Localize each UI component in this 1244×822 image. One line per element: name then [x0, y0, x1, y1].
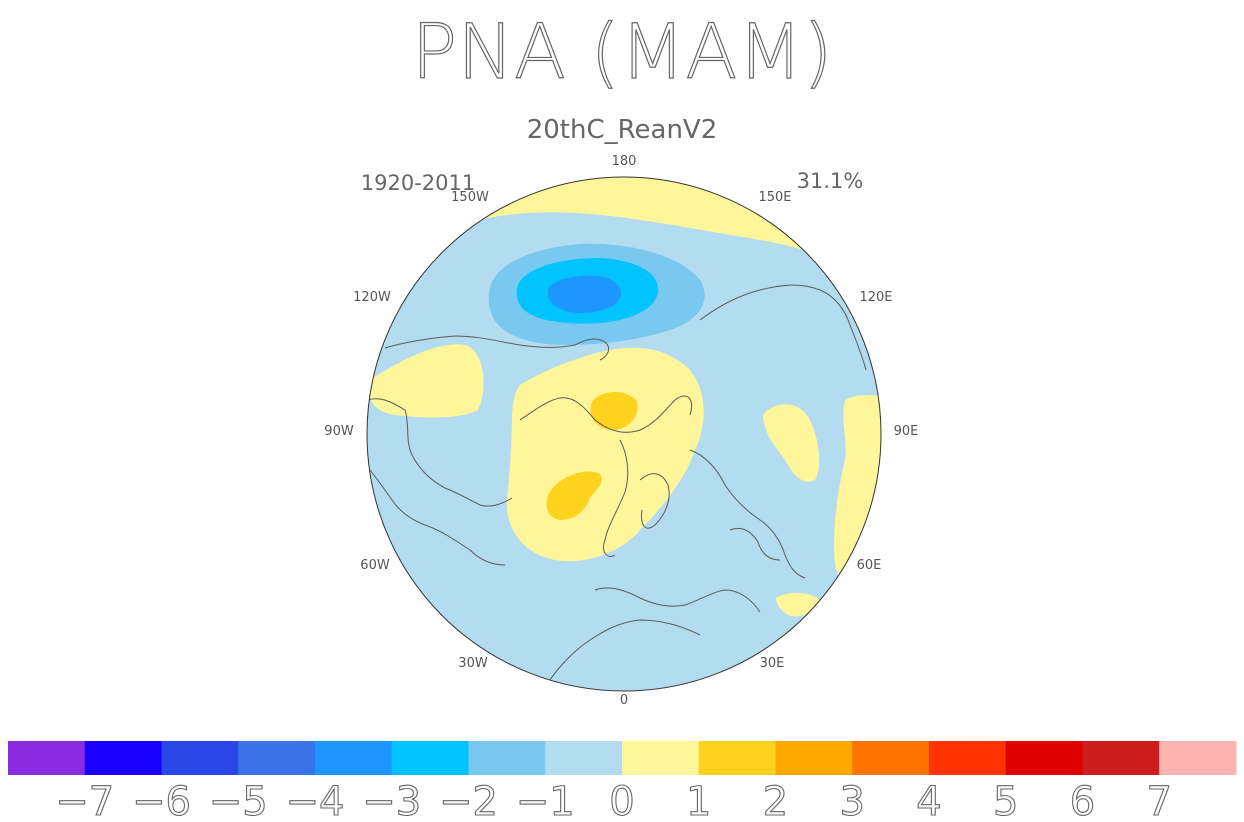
colorbar-swatch: [391, 741, 469, 775]
lon-label-150e: 150E: [758, 190, 791, 205]
colorbar-tick-label: 3: [840, 779, 865, 822]
lon-label-30w: 30W: [458, 656, 488, 671]
coastline-hudson-bay: [367, 398, 513, 507]
colorbar-swatch: [1159, 741, 1237, 775]
coastline-caspian: [729, 527, 781, 561]
colorbar-swatch: [775, 741, 853, 775]
colorbar-tick-label: 4: [916, 779, 941, 822]
colorbar-swatch: [622, 741, 700, 775]
lon-label-60e: 60E: [857, 558, 882, 573]
coastline-us-east: [369, 469, 506, 566]
colorbar-tick-label: 1: [686, 779, 711, 822]
coastline-europe: [594, 587, 761, 613]
colorbar-swatch: [315, 741, 393, 775]
colorbar-swatch: [698, 741, 776, 775]
lon-label-90e: 90E: [894, 424, 919, 439]
coastline-greenland: [602, 439, 629, 557]
coastline-arctic-islands: [519, 395, 693, 433]
colorbar-tick-label: −4: [286, 779, 345, 822]
colorbar-swatch: [161, 741, 239, 775]
coastline-north-asia: [699, 284, 867, 371]
coastline-alaska-canada: [384, 335, 610, 361]
coastline-siberia: [689, 449, 806, 579]
lon-label-90w: 90W: [324, 424, 354, 439]
lon-label-0: 0: [620, 693, 628, 708]
map-boundary: [366, 176, 882, 692]
colorbar-labels: −7 −6 −5 −4 −3 −2 −1 0 1 2 3 4 5 6 7: [55, 778, 1173, 822]
lon-label-180: 180: [612, 154, 637, 169]
colorbar-swatch: [238, 741, 316, 775]
colorbar-tick-label: 6: [1070, 779, 1095, 822]
map-subtitle: 20thC_ReanV2: [527, 115, 718, 145]
colorbar-swatch: [84, 741, 162, 775]
anomaly-core-2: [546, 471, 602, 520]
colorbar-tick-label: −5: [209, 779, 268, 822]
colorbar-swatch: [545, 741, 623, 775]
colorbar-swatch: [852, 741, 930, 775]
lon-label-60w: 60W: [360, 558, 390, 573]
positive-anomaly-siberia: [763, 404, 820, 482]
positive-anomaly-hudson: [368, 344, 484, 418]
coastline-africa: [549, 619, 701, 681]
map-title: PNA (MAM): [411, 7, 832, 96]
variance-label: 31.1%: [797, 169, 864, 193]
colorbar-tick-label: −7: [55, 779, 114, 822]
colorbar-tick-label: −3: [362, 779, 421, 822]
colorbar-swatch: [468, 741, 546, 775]
colorbar-tick-label: −2: [439, 779, 498, 822]
colorbar-tick-label: 5: [993, 779, 1018, 822]
anomaly-core-1: [590, 391, 638, 430]
lon-label-120w: 120W: [353, 290, 391, 305]
colorbar-tick-label: −1: [516, 779, 575, 822]
lon-label-30e: 30E: [760, 656, 785, 671]
colorbar-tick-label: −6: [132, 779, 191, 822]
colorbar-swatch: [8, 741, 86, 775]
polar-map: [367, 177, 881, 691]
period-label: 1920-2011: [361, 171, 475, 195]
colorbar-swatch: [1082, 741, 1160, 775]
colorbar-tick-label: 2: [763, 779, 788, 822]
colorbar-tick-label: 7: [1147, 779, 1172, 822]
colorbar-tick-label: 0: [609, 779, 634, 822]
lon-label-120e: 120E: [859, 290, 892, 305]
coastline-scandinavia: [639, 473, 670, 529]
colorbar-swatch: [1005, 741, 1083, 775]
lon-label-150w: 150W: [451, 190, 489, 205]
positive-anomaly-india: [776, 592, 820, 617]
negative-anomaly-core: [547, 275, 621, 313]
colorbar-swatch: [929, 741, 1007, 775]
colorbar: [8, 741, 1237, 775]
